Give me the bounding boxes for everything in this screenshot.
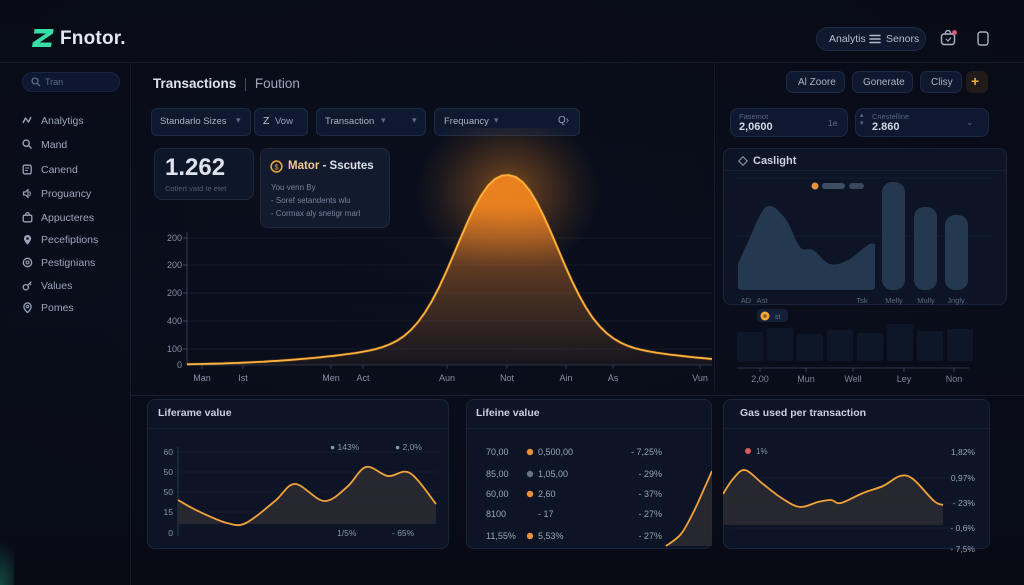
svg-text:Melly: Melly: [885, 296, 903, 305]
svg-text:8100: 8100: [486, 509, 506, 519]
svg-text:70,00: 70,00: [486, 447, 509, 457]
svg-text:● 143%: ● 143%: [330, 442, 360, 452]
svg-text:Ain: Ain: [559, 373, 572, 383]
svg-text:As: As: [608, 373, 619, 383]
svg-text:Tsk: Tsk: [856, 296, 868, 305]
svg-text:50: 50: [164, 467, 174, 477]
svg-text:Ast: Ast: [757, 296, 769, 305]
svg-text:● 2,0%: ● 2,0%: [395, 442, 422, 452]
svg-text:0: 0: [177, 360, 182, 370]
svg-text:Men: Men: [322, 373, 340, 383]
svg-text:Ley: Ley: [897, 374, 912, 384]
svg-text:Well: Well: [844, 374, 861, 384]
svg-text:1%: 1%: [756, 447, 768, 456]
svg-text:60,00: 60,00: [486, 489, 509, 499]
svg-text:st: st: [775, 314, 781, 321]
svg-text:2,60: 2,60: [538, 489, 556, 499]
svg-text:- 65%: - 65%: [392, 528, 415, 538]
svg-text:50: 50: [164, 487, 174, 497]
svg-text:11,55%: 11,55%: [486, 531, 516, 541]
svg-text:Aun: Aun: [439, 373, 455, 383]
svg-text:- 7,25%: - 7,25%: [631, 447, 662, 457]
svg-text:- 27%: - 27%: [638, 531, 662, 541]
svg-text:200: 200: [167, 288, 182, 298]
svg-text:Vun: Vun: [692, 373, 708, 383]
svg-text:400: 400: [167, 316, 182, 326]
svg-text:- 27%: - 27%: [638, 509, 662, 519]
svg-text:0: 0: [168, 528, 173, 538]
svg-text:- 29%: - 29%: [638, 469, 662, 479]
svg-text:0,97%: 0,97%: [951, 473, 976, 483]
svg-text:100: 100: [167, 344, 182, 354]
svg-text:Mun: Mun: [797, 374, 815, 384]
svg-text:2,00: 2,00: [751, 374, 769, 384]
svg-text:Non: Non: [946, 374, 963, 384]
svg-text:200: 200: [167, 233, 182, 243]
svg-text:60: 60: [164, 447, 174, 457]
svg-text:0,500,00: 0,500,00: [538, 447, 573, 457]
svg-text:1,82%: 1,82%: [951, 447, 976, 457]
svg-text:- 7,5%: - 7,5%: [950, 544, 975, 554]
svg-text:5,53%: 5,53%: [538, 531, 564, 541]
svg-text:15: 15: [164, 507, 174, 517]
svg-text:Man: Man: [193, 373, 211, 383]
svg-text:- 23%: - 23%: [953, 498, 976, 508]
svg-text:1,05,00: 1,05,00: [538, 469, 568, 479]
svg-text:Jngly: Jngly: [947, 296, 965, 305]
svg-text:- 37%: - 37%: [638, 489, 662, 499]
svg-text:AD: AD: [741, 296, 752, 305]
svg-text:- 17: - 17: [538, 509, 554, 519]
svg-text:- 0,6%: - 0,6%: [950, 523, 975, 533]
svg-text:Ist: Ist: [238, 373, 248, 383]
svg-text:200: 200: [167, 260, 182, 270]
svg-text:85,00: 85,00: [486, 469, 509, 479]
svg-text:Act: Act: [356, 373, 370, 383]
svg-text:1/5%: 1/5%: [337, 528, 357, 538]
svg-text:Mully: Mully: [917, 296, 935, 305]
svg-text:$: $: [274, 162, 279, 171]
svg-text:Not: Not: [500, 373, 515, 383]
